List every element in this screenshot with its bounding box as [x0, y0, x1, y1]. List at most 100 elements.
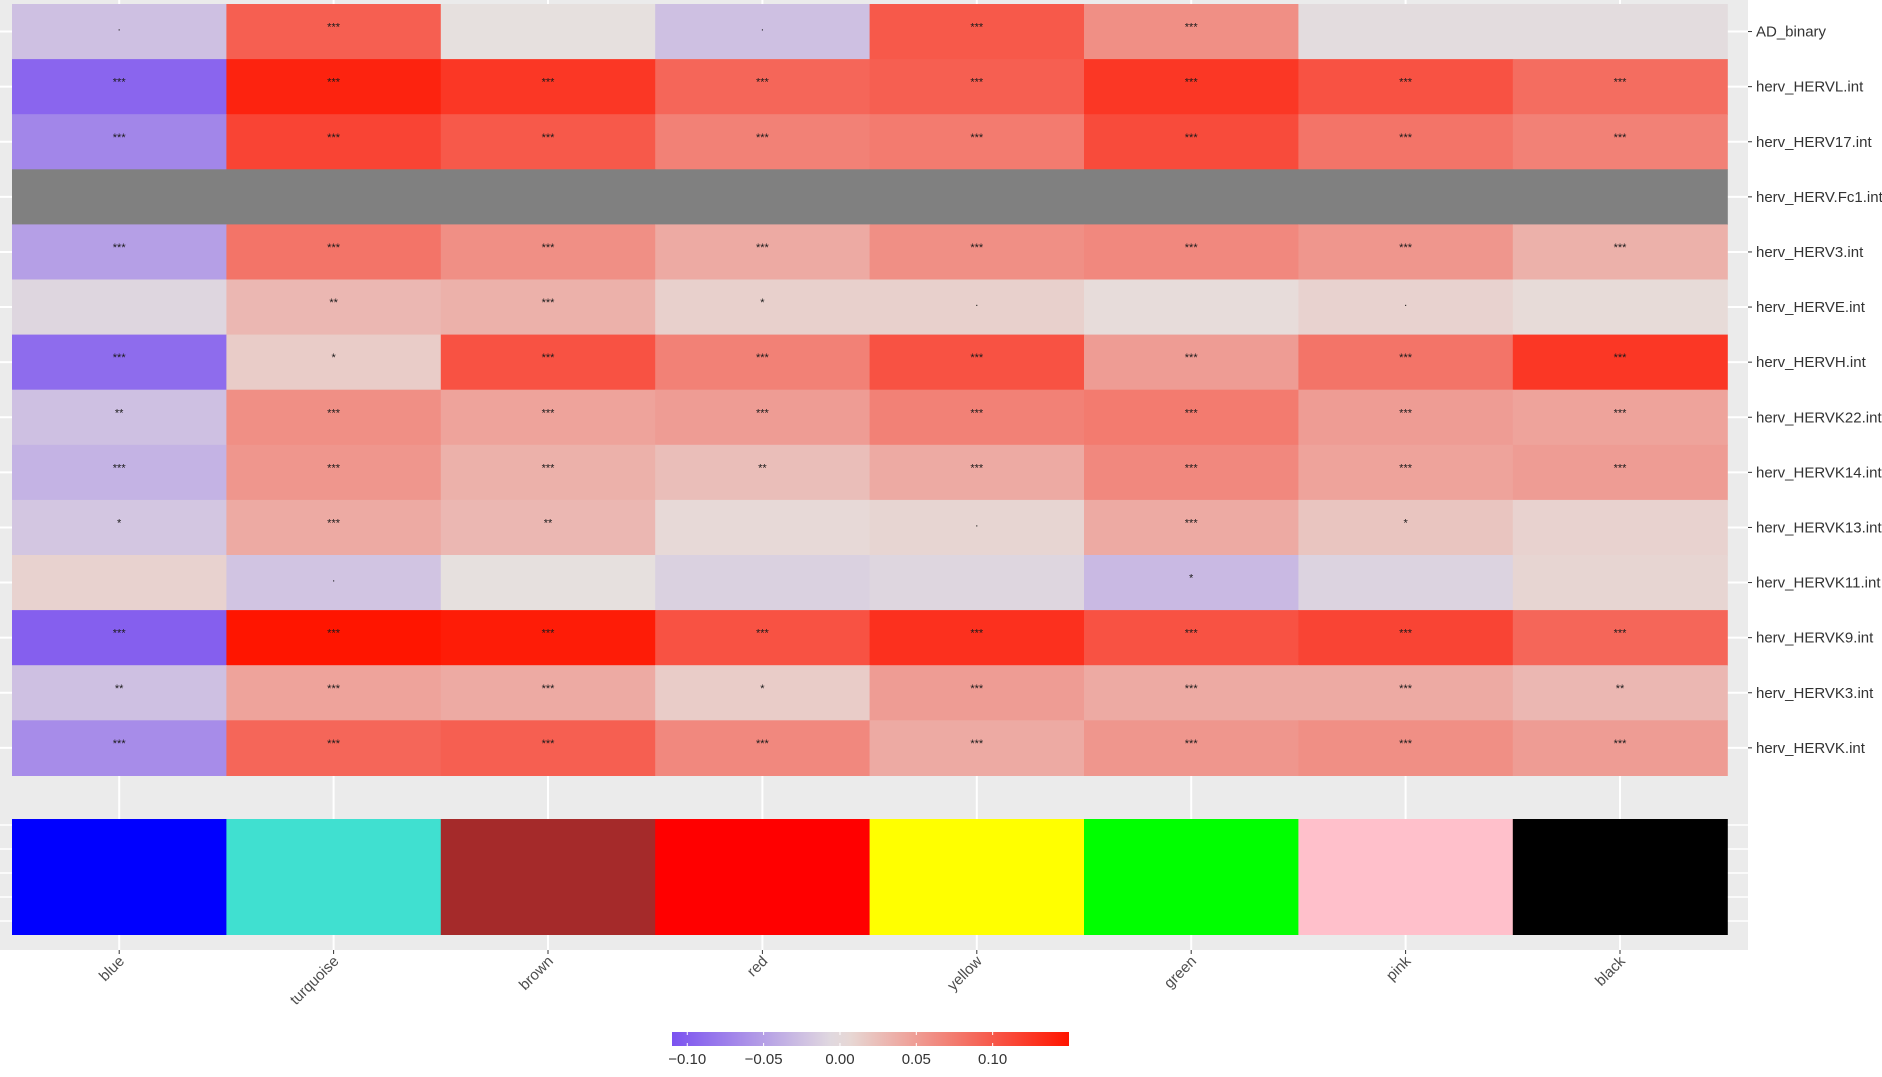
significance-label: *** [1399, 462, 1413, 474]
heatmap-cell [655, 555, 871, 611]
heatmap-cell [1298, 224, 1514, 281]
significance-label: *** [1614, 407, 1628, 419]
heatmap-cell [869, 444, 1085, 501]
legend-tick-label: 0.10 [978, 1051, 1007, 1068]
significance-label: *** [1185, 22, 1199, 34]
heatmap-cell [12, 114, 227, 170]
heatmap-cell [440, 665, 656, 721]
module-color-cell [226, 819, 442, 935]
significance-label: * [1189, 573, 1194, 585]
significance-label: *** [327, 407, 341, 419]
module-color-cell [1512, 819, 1728, 935]
significance-label: *** [542, 297, 556, 309]
significance-label: * [760, 297, 765, 309]
row-label: herv_HERVE.int [1756, 299, 1866, 316]
heatmap-cell [1512, 59, 1728, 115]
module-color-cell [440, 819, 656, 935]
heatmap-cell [440, 555, 656, 611]
heatmap-cell [1512, 444, 1728, 501]
significance-label: *** [113, 352, 127, 364]
row-label: herv_HERVK9.int [1756, 630, 1874, 647]
row-label: herv_HERV17.int [1756, 134, 1872, 151]
heatmap-cell [1512, 4, 1728, 60]
significance-label: *** [1399, 738, 1413, 750]
significance-label: *** [542, 242, 556, 254]
heatmap-cell [440, 224, 656, 281]
significance-label: *** [327, 683, 341, 695]
heatmap-cell [869, 389, 1085, 446]
heatmap-cell [655, 169, 871, 225]
heatmap-cell [1298, 555, 1514, 611]
heatmap-cell [1084, 610, 1299, 666]
significance-label: *** [327, 628, 341, 640]
heatmap-cell [1084, 4, 1299, 60]
heatmap-cell [1512, 334, 1728, 391]
heatmap-cell [440, 610, 656, 666]
significance-label: *** [756, 132, 770, 144]
significance-label: *** [756, 77, 770, 89]
significance-label: *** [542, 683, 556, 695]
significance-label: . [332, 573, 335, 585]
heatmap-cell [12, 610, 227, 666]
heatmap-cell [1298, 389, 1514, 446]
row-label: AD_binary [1756, 24, 1827, 41]
heatmap-cell [12, 224, 227, 281]
significance-label: *** [1399, 628, 1413, 640]
heatmap-cell [226, 665, 442, 721]
heatmap-cell [1512, 279, 1728, 336]
significance-label: *** [542, 407, 556, 419]
column-label: brown [516, 953, 557, 994]
significance-label: *** [970, 628, 984, 640]
heatmap-cell [226, 334, 442, 391]
heatmap-cell [12, 169, 227, 225]
heatmap-cell [869, 169, 1085, 225]
significance-label: *** [327, 738, 341, 750]
heatmap-cell [869, 665, 1085, 721]
significance-label: *** [542, 352, 556, 364]
heatmap-cell [1298, 720, 1514, 776]
significance-label: *** [1614, 628, 1628, 640]
heatmap-cell [226, 720, 442, 776]
heatmap-cell [1512, 555, 1728, 611]
heatmap-cell [226, 169, 442, 225]
module-color-cell [1084, 819, 1299, 935]
heatmap-cell [655, 499, 871, 556]
heatmap-cell [1298, 444, 1514, 501]
heatmap-cell [655, 665, 871, 721]
heatmap-cell [12, 665, 227, 721]
significance-label: *** [1185, 683, 1199, 695]
heatmap-cell [869, 4, 1085, 60]
significance-label: . [1404, 297, 1407, 309]
heatmap-cell [1084, 499, 1299, 556]
heatmap-cell [440, 4, 656, 60]
heatmap-cell [869, 114, 1085, 170]
row-label: herv_HERVK14.int [1756, 464, 1882, 481]
heatmap-cell [226, 59, 442, 115]
heatmap-cell [1084, 665, 1299, 721]
heatmap-cell [1298, 114, 1514, 170]
row-label: herv_HERVK3.int [1756, 685, 1874, 702]
column-label: blue [96, 953, 128, 985]
heatmap-cell [440, 334, 656, 391]
column-label: green [1161, 953, 1200, 992]
significance-label: *** [327, 132, 341, 144]
significance-label: *** [1185, 462, 1199, 474]
heatmap-cell [1298, 4, 1514, 60]
significance-label: *** [113, 242, 127, 254]
heatmap-cell [226, 444, 442, 501]
legend-tick-label: −0.05 [745, 1051, 783, 1068]
significance-label: *** [970, 683, 984, 695]
heatmap-cell [1084, 114, 1299, 170]
significance-label: ** [1616, 683, 1625, 695]
heatmap-cell [869, 224, 1085, 281]
heatmap-cell [1298, 59, 1514, 115]
heatmap-cell [1084, 555, 1299, 611]
legend-tick-label: −0.10 [668, 1051, 706, 1068]
significance-label: *** [113, 77, 127, 89]
significance-label: *** [1399, 407, 1413, 419]
column-label: yellow [944, 953, 986, 995]
color-legend: −0.10 −0.05 0.00 0.05 0.10 [668, 1032, 1069, 1068]
row-label: herv_HERV.Fc1.int [1756, 189, 1882, 206]
significance-label: *** [542, 77, 556, 89]
significance-label: ** [115, 407, 124, 419]
